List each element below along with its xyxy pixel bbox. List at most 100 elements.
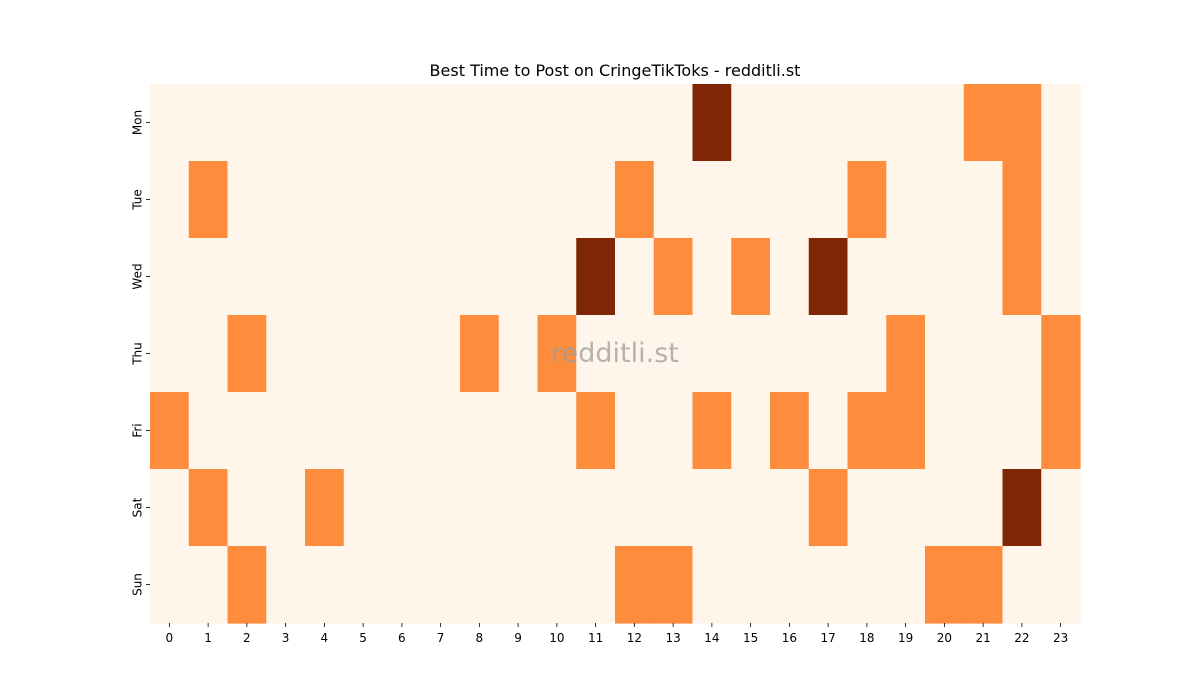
heatmap-cell-mon-17: [808, 84, 849, 162]
x-tick-label: 4: [321, 631, 329, 645]
x-tick-label: 21: [975, 631, 990, 645]
heatmap-cell-sat-6: [382, 469, 422, 547]
heatmap-cell-sun-5: [343, 546, 384, 624]
heatmap-cell-wed-9: [498, 238, 539, 316]
heatmap-cell-mon-8: [460, 84, 500, 162]
heatmap-cell-thu-20: [925, 315, 965, 393]
heatmap-cell-fri-4: [305, 392, 345, 470]
heatmap-cell-sun-14: [692, 546, 732, 624]
heatmap-cell-tue-11: [576, 161, 616, 239]
heatmap-cell-mon-18: [847, 84, 887, 162]
heatmap-cell-sat-10: [537, 469, 577, 547]
heatmap-cell-sun-18: [847, 546, 887, 624]
heatmap-cell-fri-10: [537, 392, 577, 470]
heatmap-cell-fri-20: [925, 392, 965, 470]
heatmap-cell-sun-4: [305, 546, 345, 624]
heatmap-cell-wed-3: [266, 238, 306, 316]
heatmap-cell-tue-19: [886, 161, 926, 239]
x-axis: 0 1 2 3 4 5 6 7 8 9 10 11 12 13 14 15 16 17 18 19 20 21 22 23: [166, 623, 1068, 645]
heatmap-cell-sun-9: [498, 546, 539, 624]
x-tick-label: 6: [398, 631, 406, 645]
heatmap-cell-sun-17: [808, 546, 849, 624]
y-tick-label: Mon: [131, 110, 145, 135]
heatmap-cell-fri-22: [1002, 392, 1042, 470]
heatmap-cell-tue-2: [227, 161, 267, 239]
heatmap-cell-sun-1: [188, 546, 229, 624]
heatmap-cell-sat-19: [886, 469, 926, 547]
heatmap-cell-mon-9: [498, 84, 539, 162]
x-tick-label: 8: [476, 631, 484, 645]
heatmap-cell-mon-14: [692, 84, 732, 162]
heatmap-cell-sun-22: [1002, 546, 1042, 624]
heatmap-cell-mon-16: [770, 84, 810, 162]
x-tick-label: 5: [359, 631, 367, 645]
heatmap-cell-thu-7: [421, 315, 461, 393]
heatmap-cell-tue-0: [150, 161, 190, 239]
heatmap-cell-fri-8: [460, 392, 500, 470]
heatmap-cell-sun-8: [460, 546, 500, 624]
heatmap-cell-fri-19: [886, 392, 926, 470]
heatmap-cell-sat-8: [460, 469, 500, 547]
heatmap-cell-tue-4: [305, 161, 345, 239]
heatmap-cell-wed-6: [382, 238, 422, 316]
x-tick-label: 3: [282, 631, 290, 645]
x-tick-label: 23: [1053, 631, 1068, 645]
heatmap-cell-wed-7: [421, 238, 461, 316]
heatmap-cell-sat-11: [576, 469, 616, 547]
heatmap-cell-wed-23: [1041, 238, 1081, 316]
heatmap-cell-sat-4: [305, 469, 345, 547]
heatmap-cell-tue-5: [343, 161, 384, 239]
heatmap-cell-wed-21: [963, 238, 1004, 316]
y-tick-label: Tue: [131, 189, 145, 211]
heatmap-cell-tue-22: [1002, 161, 1042, 239]
heatmap-cell-tue-17: [808, 161, 849, 239]
heatmap-cell-thu-11: [576, 315, 616, 393]
heatmap-cell-wed-20: [925, 238, 965, 316]
heatmap-cell-sat-17: [808, 469, 849, 547]
heatmap-cell-tue-21: [963, 161, 1004, 239]
heatmap-cell-mon-19: [886, 84, 926, 162]
heatmap-cell-thu-19: [886, 315, 926, 393]
heatmap-cell-thu-10: [537, 315, 577, 393]
y-tick-label: Thu: [131, 342, 145, 366]
heatmap-cell-thu-16: [770, 315, 810, 393]
heatmap-cell-wed-0: [150, 238, 190, 316]
x-tick-label: 11: [588, 631, 603, 645]
x-tick-label: 18: [859, 631, 874, 645]
heatmap-cell-tue-20: [925, 161, 965, 239]
heatmap-cell-sun-20: [925, 546, 965, 624]
x-tick-label: 15: [743, 631, 758, 645]
heatmap-cell-fri-1: [188, 392, 229, 470]
heatmap-cell-fri-7: [421, 392, 461, 470]
heatmap-cell-fri-17: [808, 392, 849, 470]
heatmap-cell-mon-12: [615, 84, 655, 162]
watermark: redditli.st: [551, 338, 679, 369]
x-tick-label: 9: [514, 631, 522, 645]
heatmap-cell-tue-12: [615, 161, 655, 239]
heatmap-cell-fri-14: [692, 392, 732, 470]
heatmap-cell-tue-1: [188, 161, 229, 239]
heatmap-cell-sat-13: [653, 469, 694, 547]
heatmap-cell-sat-18: [847, 469, 887, 547]
heatmap-cell-sat-21: [963, 469, 1004, 547]
heatmap-cell-sun-10: [537, 546, 577, 624]
heatmap-cell-tue-23: [1041, 161, 1081, 239]
heatmap-cell-wed-1: [188, 238, 229, 316]
heatmap-cell-sat-1: [188, 469, 229, 547]
heatmap-cell-fri-18: [847, 392, 887, 470]
heatmap-cell-sun-11: [576, 546, 616, 624]
heatmap-cell-thu-2: [227, 315, 267, 393]
heatmap-cell-mon-1: [188, 84, 229, 162]
heatmap-cell-mon-7: [421, 84, 461, 162]
heatmap-cell-sat-12: [615, 469, 655, 547]
heatmap-cell-sun-3: [266, 546, 306, 624]
heatmap-cell-tue-18: [847, 161, 887, 239]
heatmap-cell-thu-17: [808, 315, 849, 393]
heatmap-cell-tue-15: [731, 161, 771, 239]
heatmap-cell-sun-0: [150, 546, 190, 624]
heatmap-cell-mon-10: [537, 84, 577, 162]
heatmap-cell-thu-22: [1002, 315, 1042, 393]
heatmap-cell-sat-9: [498, 469, 539, 547]
y-tick-label: Sun: [131, 573, 145, 596]
